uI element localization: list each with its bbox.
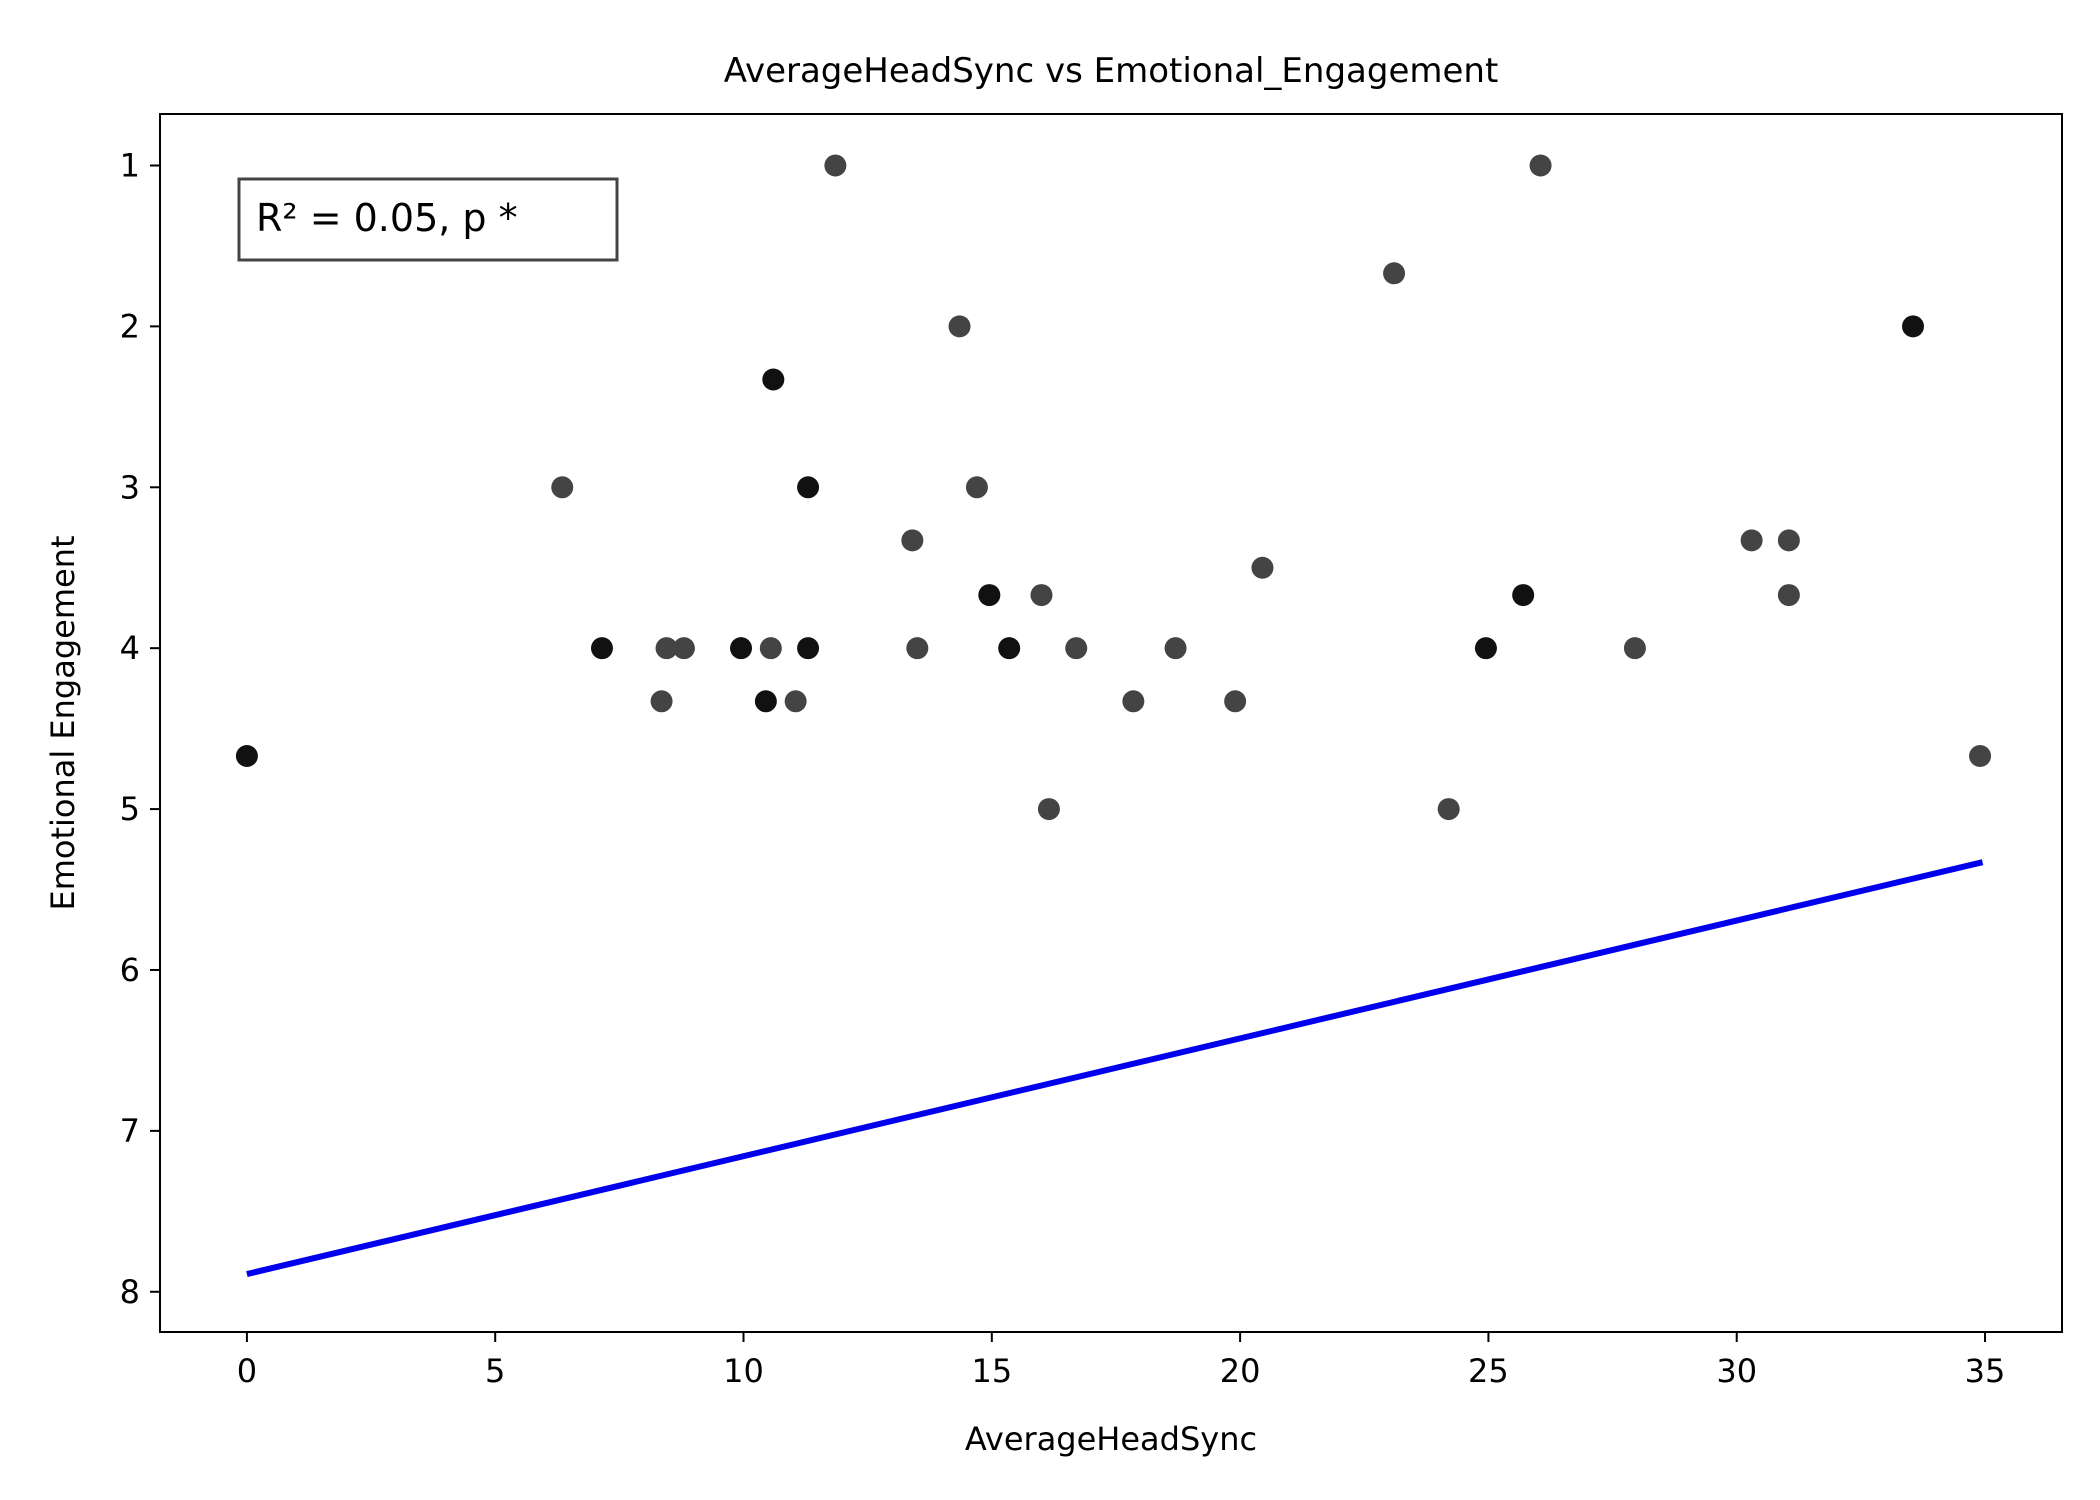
data-point (730, 637, 753, 660)
stats-annotation-box (237, 177, 619, 262)
data-point (797, 637, 820, 660)
x-tick-label: 15 (971, 1352, 1012, 1390)
stats-annotation-text: R² = 0.05, p * (256, 196, 518, 240)
data-point (797, 476, 820, 499)
data-point (762, 368, 785, 391)
x-tick-label: 25 (1468, 1352, 1509, 1390)
data-point (1383, 262, 1406, 285)
points-layer (235, 154, 1992, 821)
y-axis: 1 2 3 4 5 6 7 8 (120, 146, 160, 1311)
y-tick-label: 2 (120, 307, 140, 345)
y-tick-label: 4 (120, 629, 140, 667)
data-point (1512, 584, 1535, 607)
data-point (759, 637, 782, 660)
plot-frame (159, 113, 2063, 1333)
data-point (1065, 637, 1088, 660)
data-point (672, 637, 695, 660)
data-point (1122, 690, 1145, 713)
regression-line (246, 859, 1984, 1277)
y-tick-label: 1 (120, 146, 140, 184)
data-point (1224, 690, 1247, 713)
y-tick-label: 3 (120, 468, 140, 506)
data-point (1251, 556, 1274, 579)
data-point (650, 690, 673, 713)
data-point (1777, 584, 1800, 607)
x-tick-label: 35 (1965, 1352, 2006, 1390)
y-tick-label: 5 (120, 790, 140, 828)
y-axis-label: Emotional Engagement (44, 535, 82, 910)
data-point (824, 154, 847, 177)
data-point (1777, 529, 1800, 552)
data-point (1474, 637, 1497, 660)
data-point (1164, 637, 1187, 660)
fit-line-layer (246, 859, 1984, 1277)
y-tick-label: 8 (120, 1273, 140, 1311)
data-point (1030, 584, 1053, 607)
y-tick-label: 7 (120, 1112, 140, 1150)
data-point (551, 476, 574, 499)
data-point (1437, 798, 1460, 821)
x-axis-label: AverageHeadSync (965, 1420, 1257, 1458)
data-point (1740, 529, 1763, 552)
x-tick-label: 10 (723, 1352, 764, 1390)
data-point (998, 637, 1021, 660)
x-tick-label: 30 (1716, 1352, 1757, 1390)
data-point (655, 637, 678, 660)
data-point (1902, 315, 1925, 338)
data-point (901, 529, 924, 552)
stats-annotation: R² = 0.05, p * (237, 177, 619, 262)
x-tick-label: 5 (485, 1352, 505, 1390)
x-axis: 0 5 10 15 20 25 30 35 (237, 1332, 2006, 1390)
data-point (754, 690, 777, 713)
data-point (590, 637, 613, 660)
chart-title: AverageHeadSync vs Emotional_Engagement (724, 51, 1499, 91)
data-point (1529, 154, 1552, 177)
data-point (965, 476, 988, 499)
x-tick-label: 20 (1220, 1352, 1261, 1390)
x-tick-label: 0 (237, 1352, 257, 1390)
y-tick-label: 6 (120, 951, 140, 989)
data-point (978, 584, 1001, 607)
data-point (784, 690, 807, 713)
data-point (235, 744, 258, 767)
data-point (1623, 637, 1646, 660)
data-point (1037, 798, 1060, 821)
data-point (1969, 744, 1992, 767)
data-point (948, 315, 971, 338)
data-point (906, 637, 929, 660)
